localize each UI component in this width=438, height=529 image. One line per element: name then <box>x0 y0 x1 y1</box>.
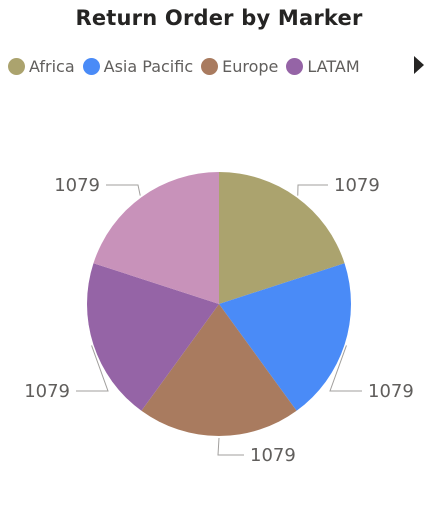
legend-next-arrow-icon[interactable] <box>414 56 424 74</box>
leader-line <box>76 345 109 392</box>
chart-title: Return Order by Marker <box>75 6 363 30</box>
legend-item-latam[interactable]: LATAM <box>286 56 360 76</box>
legend-item-asia-pacific[interactable]: Asia Pacific <box>82 56 194 76</box>
pie-slice-unlabeled[interactable] <box>93 172 219 304</box>
data-label: 1079 <box>54 175 100 196</box>
legend-swatch-africa <box>8 57 25 75</box>
legend-swatch-europe <box>201 57 219 75</box>
legend-item-europe[interactable]: Europe <box>201 57 278 76</box>
pie-slice-latam[interactable] <box>87 263 219 411</box>
data-label: 1079 <box>24 381 70 402</box>
legend-label-asia-pacific: Asia Pacific <box>103 56 194 76</box>
pie-slice-africa[interactable] <box>219 172 345 304</box>
legend-swatch-asia-pacific <box>82 57 100 75</box>
legend-swatch-latam <box>286 57 304 75</box>
legend-item-africa[interactable]: Africa <box>8 57 75 76</box>
data-label: 1079 <box>250 445 296 466</box>
leader-line <box>297 184 328 196</box>
legend-label-africa: Africa <box>29 56 75 76</box>
data-label: 1079 <box>334 175 380 196</box>
leader-line <box>329 345 362 392</box>
pie-slice-asia-pacific[interactable] <box>219 263 351 411</box>
leader-line <box>217 437 244 456</box>
data-label: 1079 <box>368 381 414 402</box>
chart-legend: Africa Asia Pacific Europe LATAM <box>8 54 368 78</box>
legend-label-europe: Europe <box>222 56 279 76</box>
pie-slice-europe[interactable] <box>141 304 297 437</box>
leader-line <box>106 184 141 196</box>
legend-label-latam: LATAM <box>307 56 360 76</box>
